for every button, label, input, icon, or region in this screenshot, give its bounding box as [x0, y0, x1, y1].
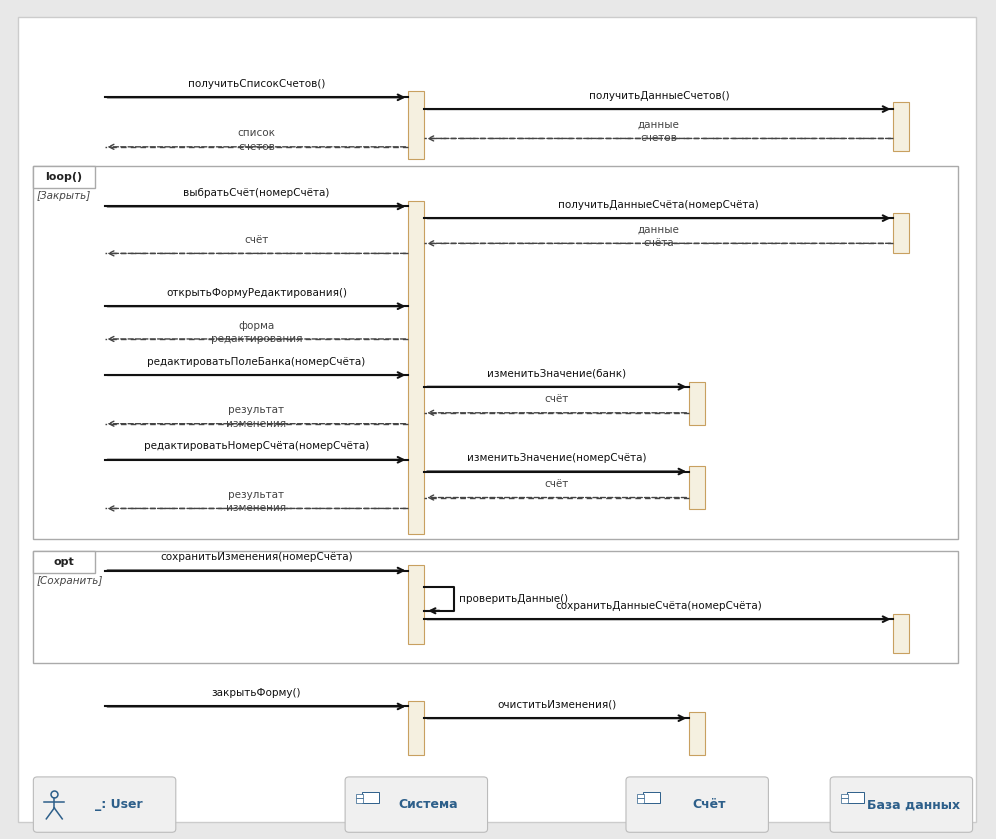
Text: данные: данные [637, 120, 680, 130]
Text: [Закрыть]: [Закрыть] [37, 191, 91, 201]
Text: изменения: изменения [226, 419, 287, 429]
Text: список: список [237, 128, 276, 138]
Text: изменения: изменения [226, 503, 287, 513]
Bar [893, 102, 909, 151]
Text: изменитьЗначение(банк): изменитьЗначение(банк) [487, 368, 626, 378]
Text: форма: форма [238, 320, 275, 331]
Text: сохранитьДанныеСчёта(номерСчёта): сохранитьДанныеСчёта(номерСчёта) [556, 601, 762, 611]
Text: Система: Система [398, 798, 458, 811]
Text: получитьДанныеСчетов(): получитьДанныеСчетов() [589, 91, 729, 101]
Text: открытьФормуРедактирования(): открытьФормуРедактирования() [166, 288, 347, 298]
Bar [893, 614, 909, 653]
Text: _: User: _: User [95, 798, 142, 811]
Bar [689, 382, 705, 425]
Text: результат: результат [228, 490, 285, 500]
Text: База данных: База данных [867, 798, 960, 811]
Bar [33, 166, 958, 539]
Text: редактироватьПолеБанка(номерСчёта): редактироватьПолеБанка(номерСчёта) [147, 357, 366, 367]
Bar [357, 794, 363, 798]
Text: сохранитьИзменения(номерСчёта): сохранитьИзменения(номерСчёта) [160, 552, 353, 562]
Bar [357, 799, 363, 803]
Text: счетов: счетов [640, 133, 677, 143]
Text: очиститьИзменения(): очиститьИзменения() [497, 700, 617, 710]
Bar [408, 91, 424, 159]
Text: данные: данные [637, 225, 680, 235]
Bar [841, 799, 848, 803]
Text: счёт: счёт [545, 394, 569, 404]
Bar [363, 792, 378, 803]
Bar [408, 201, 424, 534]
Text: выбратьСчёт(номерСчёта): выбратьСчёт(номерСчёта) [183, 188, 330, 198]
Bar [33, 551, 95, 573]
Text: получитьДанныеСчёта(номерСчёта): получитьДанныеСчёта(номерСчёта) [559, 200, 759, 210]
Text: получитьСписокСчетов(): получитьСписокСчетов() [188, 79, 325, 89]
Text: opt: opt [54, 557, 74, 567]
Text: редактироватьНомерСчёта(номерСчёта): редактироватьНомерСчёта(номерСчёта) [143, 441, 370, 451]
Text: закрытьФорму(): закрытьФорму() [212, 688, 301, 698]
Bar [689, 712, 705, 755]
Text: счёт: счёт [545, 479, 569, 489]
FancyBboxPatch shape [345, 777, 488, 832]
FancyBboxPatch shape [831, 777, 972, 832]
Bar [408, 565, 424, 644]
Bar [848, 792, 865, 803]
Text: редактирования: редактирования [211, 334, 302, 344]
Bar [637, 794, 643, 798]
Bar [637, 799, 643, 803]
Text: результат: результат [228, 405, 285, 415]
Text: проверитьДанные(): проверитьДанные() [459, 594, 569, 604]
Bar [841, 794, 848, 798]
Bar [893, 213, 909, 253]
Text: [Сохранить]: [Сохранить] [37, 576, 104, 586]
Bar [689, 466, 705, 509]
Text: изменитьЗначение(номерСчёта): изменитьЗначение(номерСчёта) [467, 453, 646, 463]
Text: счёта: счёта [643, 238, 674, 248]
Bar [408, 701, 424, 755]
Text: loop(): loop() [45, 172, 83, 182]
Bar [643, 792, 659, 803]
Text: счёт: счёт [244, 235, 269, 245]
Bar [33, 551, 958, 663]
FancyBboxPatch shape [625, 777, 769, 832]
Bar [33, 166, 95, 188]
Text: счетов: счетов [238, 142, 275, 152]
Text: Счёт: Счёт [692, 798, 726, 811]
FancyBboxPatch shape [33, 777, 175, 832]
